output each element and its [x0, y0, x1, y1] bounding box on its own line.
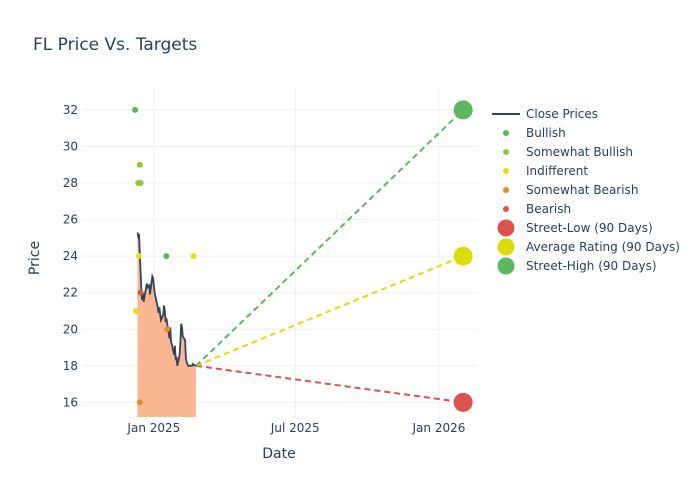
y-tick-label: 28 — [63, 176, 78, 190]
y-tick-label: 18 — [63, 359, 78, 373]
legend-marker-symbol — [497, 219, 515, 237]
y-tick-label: 16 — [63, 395, 78, 409]
price-line-group — [136, 232, 197, 367]
legend-item-label[interactable]: Somewhat Bullish — [526, 145, 633, 159]
legend-item-label[interactable]: Average Rating (90 Days) — [526, 240, 680, 254]
target-line — [195, 109, 464, 367]
legend-dot-symbol — [503, 206, 509, 212]
rating-point — [164, 326, 171, 333]
y-tick-label: 26 — [63, 213, 78, 227]
legend-item-label[interactable]: Street-High (90 Days) — [526, 259, 657, 273]
legend-dot-symbol — [503, 187, 509, 193]
rating-points — [132, 106, 197, 406]
target-lines — [195, 109, 464, 404]
legend-item-label[interactable]: Bullish — [526, 126, 566, 140]
rating-point — [137, 289, 144, 296]
legend-marker-symbol — [497, 238, 515, 256]
rating-point — [190, 253, 197, 260]
x-axis-ticks: Jan 2025 Jul 2025 Jan 2026 — [126, 421, 465, 435]
legend[interactable]: Close Prices Bullish Somewhat Bullish Indif… — [492, 107, 680, 275]
y-tick-label: 32 — [63, 103, 78, 117]
x-tick-label: Jan 2026 — [412, 421, 466, 435]
legend-dot-symbol — [503, 149, 509, 155]
legend-item-label[interactable]: Indifferent — [526, 164, 588, 178]
target-marker — [453, 246, 473, 266]
y-axis-ticks: 16 18 20 22 24 26 28 30 32 — [63, 103, 78, 409]
target-marker — [453, 100, 473, 120]
chart-title: FL Price Vs. Targets — [33, 35, 197, 55]
x-tick-label: Jul 2025 — [270, 421, 320, 435]
target-line — [195, 364, 464, 404]
rating-point — [132, 307, 139, 314]
target-line — [195, 255, 464, 367]
legend-item-label[interactable]: Street-Low (90 Days) — [526, 221, 653, 235]
legend-marker-symbol — [497, 257, 515, 275]
rating-point — [132, 106, 139, 113]
y-tick-label: 22 — [63, 286, 78, 300]
x-axis-label: Date — [262, 446, 295, 462]
legend-item-label[interactable]: Close Prices — [526, 107, 598, 121]
legend-item-label[interactable]: Somewhat Bearish — [526, 183, 638, 197]
price-line — [136, 232, 197, 367]
rating-point — [136, 161, 143, 168]
rating-point — [163, 253, 170, 260]
x-tick-label: Jan 2025 — [126, 421, 180, 435]
legend-dot-symbol — [503, 168, 509, 174]
target-marker — [453, 392, 473, 412]
y-tick-label: 20 — [63, 322, 78, 336]
y-tick-label: 30 — [63, 139, 78, 153]
target-markers — [453, 100, 473, 412]
rating-point — [137, 180, 144, 187]
legend-item-label[interactable]: Bearish — [526, 202, 571, 216]
y-axis-label: Price — [27, 241, 43, 275]
y-tick-label: 24 — [63, 249, 78, 263]
rating-point — [136, 253, 143, 260]
legend-dot-symbol — [503, 130, 509, 136]
rating-point — [136, 399, 143, 406]
